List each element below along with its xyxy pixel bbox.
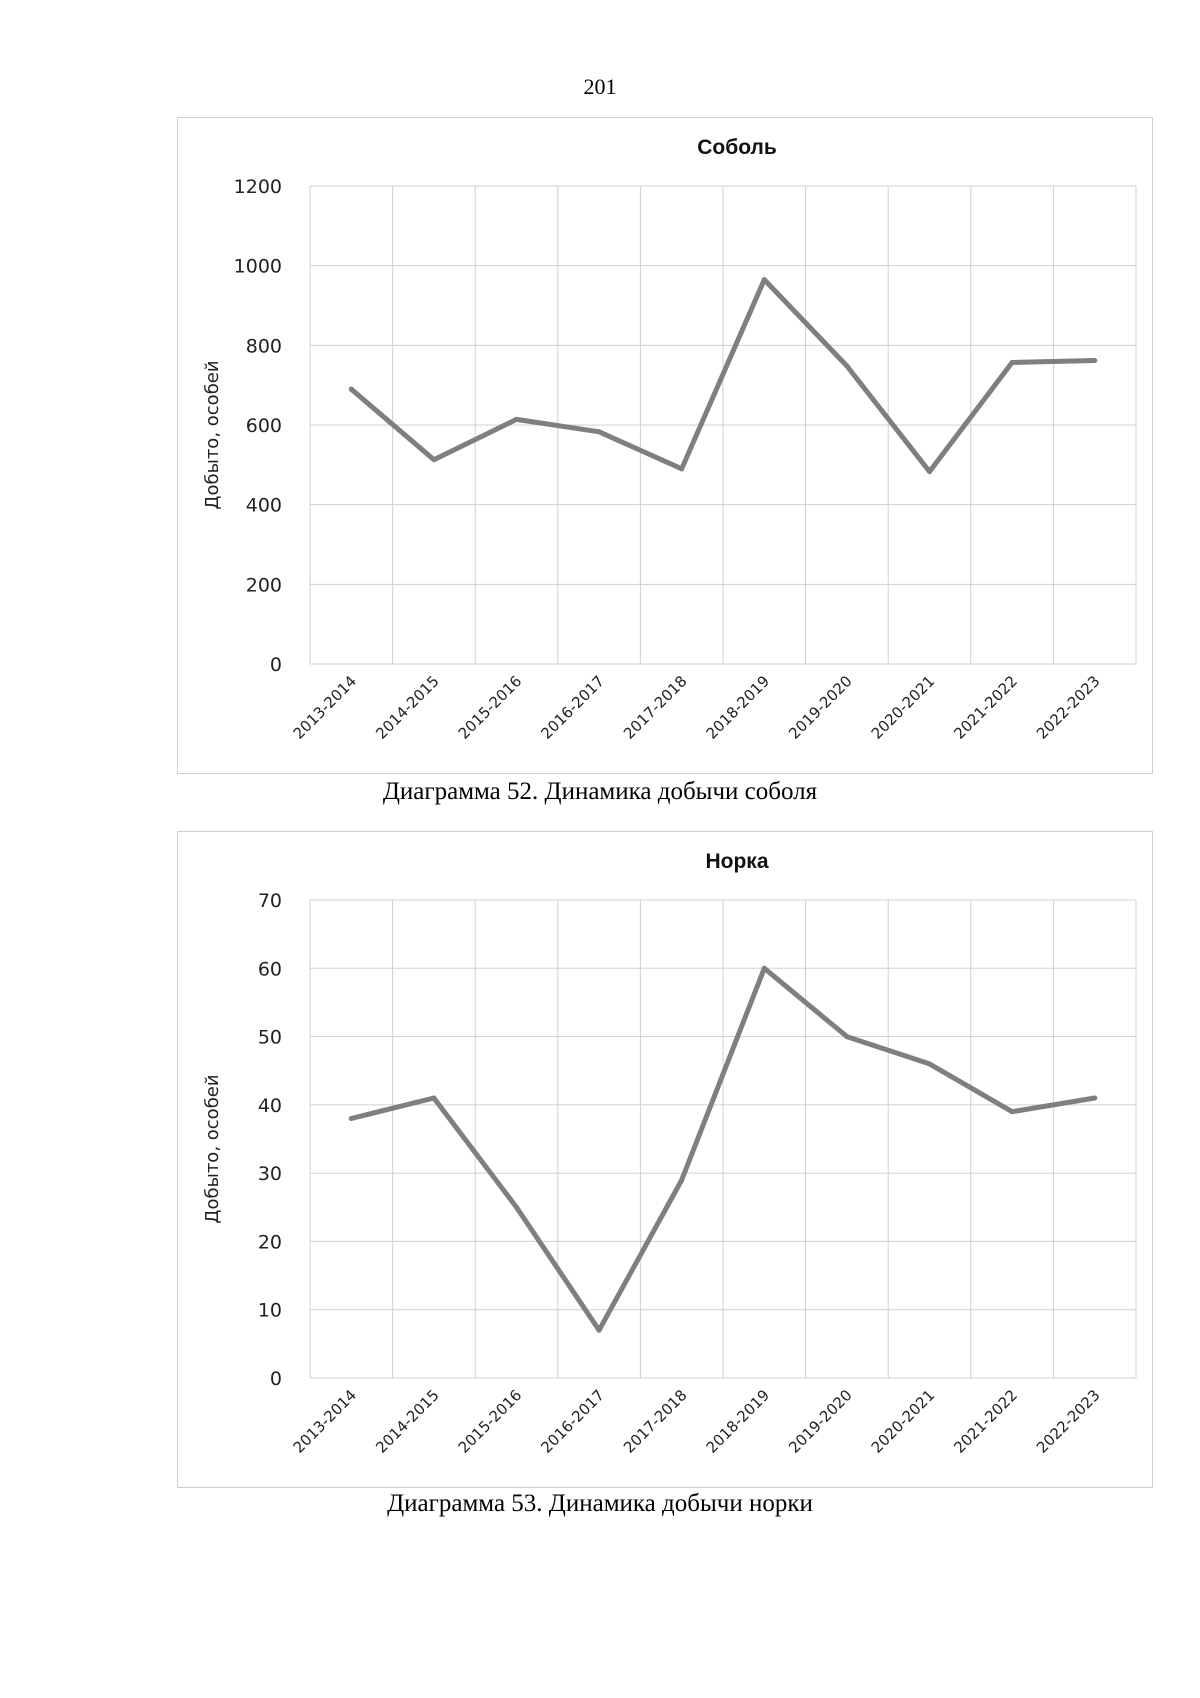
mink-data-point	[761, 965, 767, 971]
mink-chart: Норка 0 10 20 30 40 50 60 70 2013-2014 2014-2015 20…	[177, 831, 1153, 1488]
mink-x-tick-label: 2019-2020	[785, 1386, 856, 1457]
sable-y-tick-label: 400	[246, 495, 282, 517]
mink-series-line	[348, 965, 1098, 1333]
sable-x-tick-label: 2013-2014	[290, 672, 361, 743]
sable-x-tick-label: 2019-2020	[785, 672, 856, 743]
mink-x-tick-label: 2020-2021	[868, 1386, 939, 1457]
sable-series-line	[348, 277, 1098, 475]
sable-data-point	[431, 457, 437, 463]
mink-y-tick-label: 70	[258, 890, 282, 912]
sable-data-point	[844, 363, 850, 369]
sable-y-tick-label: 1000	[234, 256, 282, 278]
mink-x-tick-label: 2021-2022	[950, 1386, 1021, 1457]
mink-x-tick-label: 2018-2019	[703, 1386, 774, 1457]
mink-data-point	[1009, 1109, 1015, 1115]
sable-x-tick-label: 2015-2016	[455, 672, 526, 743]
mink-data-point	[679, 1177, 685, 1183]
mink-data-point	[514, 1204, 519, 1210]
mink-y-tick-label: 10	[258, 1300, 282, 1322]
sable-x-tick-label: 2014-2015	[372, 672, 443, 743]
sable-y-axis-label: Добыто, особей	[202, 360, 223, 509]
page-number: 201	[583, 74, 617, 99]
sable-y-tick-label: 200	[246, 574, 282, 596]
sable-data-point	[679, 466, 685, 472]
mink-data-point	[1092, 1095, 1098, 1101]
mink-chart-caption: Диаграмма 53. Динамика добычи норки	[387, 1490, 813, 1517]
mink-x-tick-label: 2017-2018	[620, 1386, 691, 1457]
sable-y-tick-label: 800	[246, 335, 282, 357]
sable-x-tick-label: 2017-2018	[620, 672, 691, 743]
sable-x-tick-label: 2020-2021	[868, 672, 939, 743]
mink-y-axis-label: Добыто, особей	[202, 1074, 223, 1223]
sable-chart-title: Соболь	[697, 136, 777, 159]
mink-data-point	[348, 1116, 354, 1122]
sable-y-tick-label: 600	[246, 415, 282, 437]
mink-y-tick-label: 50	[258, 1027, 282, 1049]
mink-data-point	[596, 1327, 602, 1333]
mink-x-tick-label: 2013-2014	[290, 1386, 361, 1457]
sable-x-tick-label: 2021-2022	[950, 672, 1021, 743]
sable-data-point	[348, 386, 354, 392]
mink-x-tick-label: 2016-2017	[537, 1386, 608, 1457]
mink-x-tick-label: 2014-2015	[372, 1386, 443, 1457]
mink-x-tick-label: 2022-2023	[1033, 1386, 1104, 1457]
sable-y-tick-label: 0	[270, 654, 282, 676]
mink-data-point	[927, 1061, 932, 1067]
sable-data-point	[1092, 357, 1098, 363]
sable-chart-svg: Соболь 0 200 400 600 800 1000 1200 2013-2014 2014…	[202, 136, 1137, 743]
mink-y-tick-label: 20	[258, 1231, 282, 1253]
mink-data-point	[431, 1095, 437, 1101]
mink-y-tick-label: 30	[258, 1163, 282, 1185]
sable-x-tick-label: 2018-2019	[703, 672, 774, 743]
mink-x-tick-label: 2015-2016	[455, 1386, 526, 1457]
sable-y-tick-label: 1200	[234, 176, 282, 198]
sable-chart: Соболь 0 200 400 600 800 1000 1200 2013-2014 2014…	[177, 117, 1153, 774]
sable-x-tick-label: 2022-2023	[1033, 672, 1104, 743]
mink-y-tick-label: 0	[270, 1368, 282, 1390]
sable-data-point	[514, 416, 519, 422]
sable-data-point	[761, 277, 767, 283]
sable-data-point	[596, 429, 602, 435]
sable-data-point	[927, 469, 932, 475]
sable-x-tick-label: 2016-2017	[537, 672, 608, 743]
sable-data-point	[1009, 359, 1015, 365]
mink-chart-title: Норка	[705, 850, 768, 873]
mink-data-point	[844, 1034, 850, 1040]
mink-y-tick-label: 40	[258, 1095, 282, 1117]
mink-y-tick-label: 60	[258, 958, 282, 980]
sable-chart-caption: Диаграмма 52. Динамика добычи соболя	[382, 778, 818, 805]
